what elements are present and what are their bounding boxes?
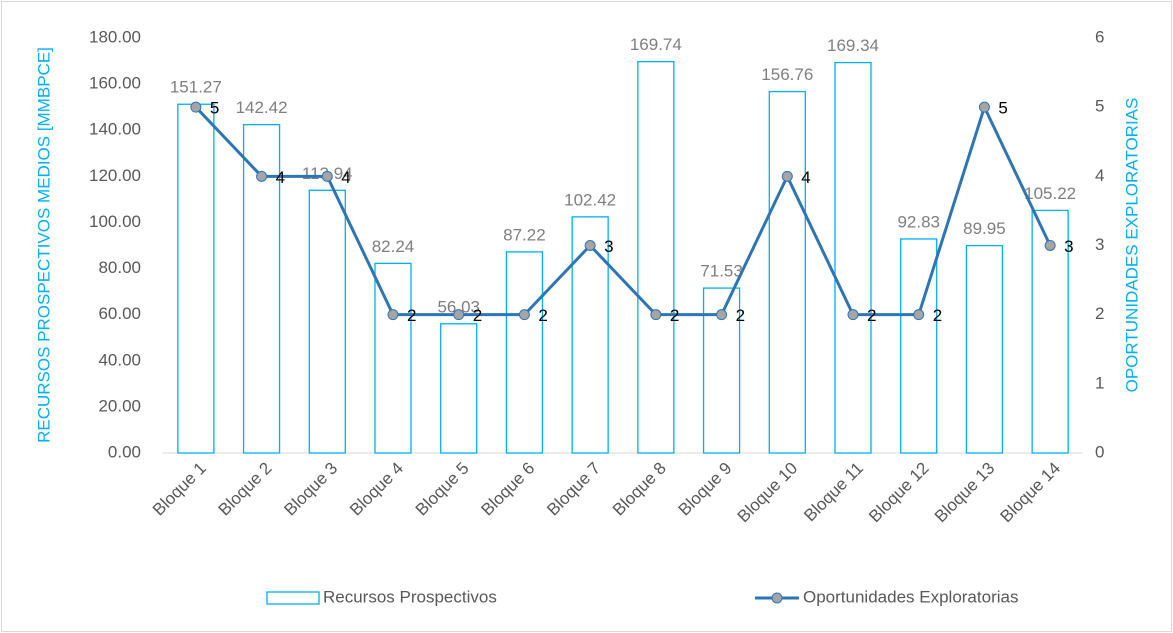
line-marker [781,170,793,182]
bar-value-label: 169.74 [630,35,682,54]
y-tick-label: 180.00 [89,27,141,46]
bar-value-label: 102.42 [564,190,616,209]
y-tick-label: 120.00 [89,166,141,185]
y-tick-label: 160.00 [89,74,141,93]
line-value-label: 5 [210,99,219,118]
bar-value-label: 56.03 [437,297,480,316]
line-value-label: 3 [604,237,613,256]
y2-tick-label: 3 [1095,235,1104,254]
line-marker [847,309,859,321]
y-tick-label: 140.00 [89,120,141,139]
bar [374,262,412,454]
bar-value-label: 142.42 [236,98,288,117]
y-axis-title: RECURSOS PROSPECTIVOS MEDIOS [MMBPCE] [34,47,53,443]
line-marker [1044,240,1056,251]
bar-value-label: 87.22 [503,225,546,244]
bar [965,244,1004,454]
line-value-label: 2 [736,306,745,325]
bar [177,103,215,454]
line [194,103,1052,317]
y2-tick-label: 1 [1095,373,1104,392]
bar [637,61,675,454]
line-marker [913,309,925,321]
bar-value-label: 169.34 [827,36,879,55]
line-value-label: 3 [1064,237,1073,256]
y2-tick-label: 0 [1095,442,1104,461]
bar [834,61,872,454]
line-marker [650,309,662,321]
line-value-label: 2 [407,306,416,325]
bar-value-label: 151.27 [170,78,222,97]
line-marker [453,309,465,321]
line-marker [716,309,728,321]
bar-value-label: 89.95 [963,219,1006,238]
legend-label: Oportunidades Exploratorias [803,587,1018,606]
line-marker [518,309,530,321]
line-value-label: 4 [276,168,285,187]
bar-value-label: 156.76 [761,65,813,84]
line-marker [256,170,268,182]
bar [308,189,346,454]
y-tick-label: 100.00 [89,212,141,231]
line-value-label: 4 [801,168,810,187]
bar [440,323,478,454]
line-marker [387,309,399,321]
line-value-label: 2 [538,306,547,325]
line-value-label: 2 [933,306,942,325]
line-value-label: 2 [473,306,482,325]
y2-tick-label: 6 [1095,27,1104,46]
bar [571,216,609,454]
line-value-label: 4 [341,168,350,187]
line-marker [584,240,596,251]
y2-tick-label: 4 [1095,166,1104,185]
y-tick-label: 60.00 [98,304,141,323]
y2-axis-title: OPORTUNIDADES EXPLORATORIAS [1122,98,1141,393]
bar-value-label: 71.53 [700,262,743,281]
line-marker [190,101,202,113]
bar-value-label: 92.83 [897,212,940,231]
y-tick-label: 40.00 [98,350,141,369]
line-marker [978,101,990,113]
legend-swatch [266,591,320,605]
line-value-label: 5 [998,99,1007,118]
line-marker [321,170,333,182]
line-value-label: 2 [670,306,679,325]
y2-tick-label: 2 [1095,304,1104,323]
legend-marker [771,592,783,604]
line-value-label: 2 [867,306,876,325]
bar [505,251,544,454]
y-tick-label: 20.00 [98,396,141,415]
bar [768,90,806,454]
y-tick-label: 80.00 [98,258,141,277]
bar-value-label: 105.22 [1024,184,1076,203]
bar-value-label: 82.24 [372,237,415,256]
y2-tick-label: 5 [1095,97,1104,116]
y-tick-label: 0.00 [108,442,141,461]
legend-label: Recursos Prospectivos [323,587,497,606]
